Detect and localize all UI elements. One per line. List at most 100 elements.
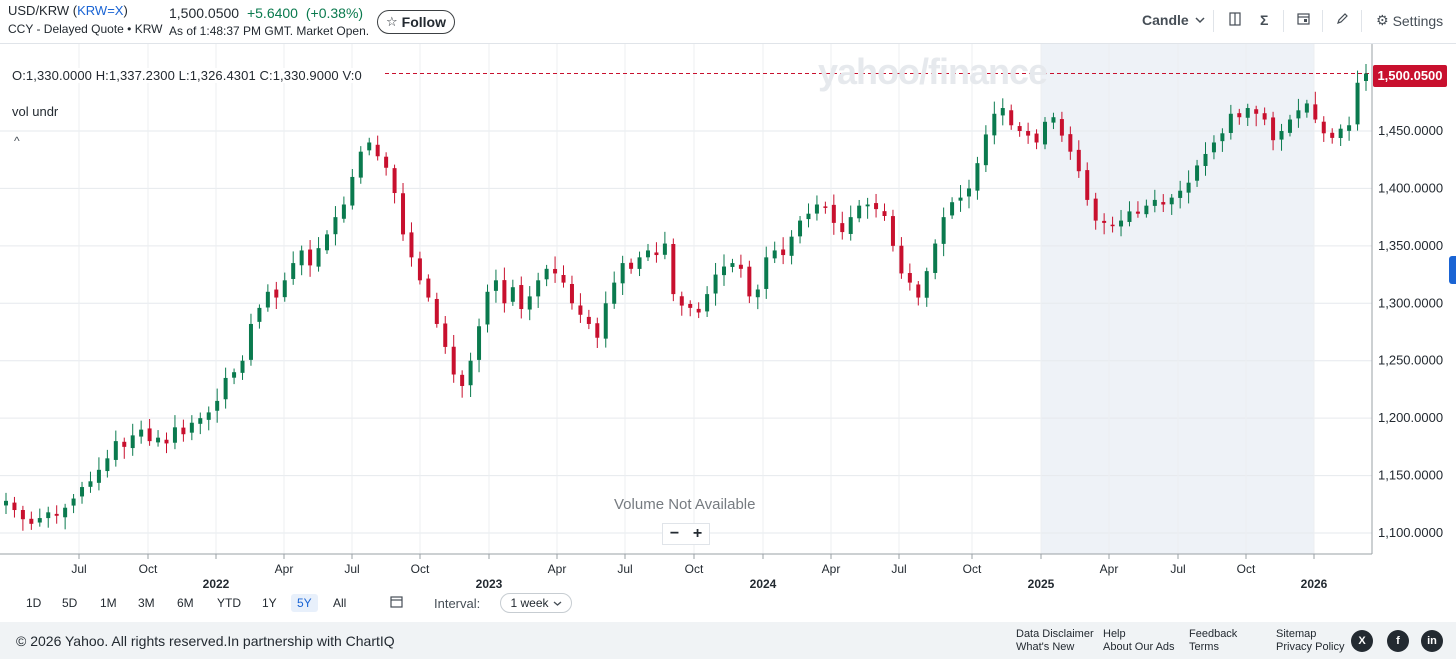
candle-body	[20, 509, 25, 520]
price-chart[interactable]: 1,100.0000 1,150.0000 1,200.0000 1,250.0000…	[0, 44, 1456, 590]
candle-body	[612, 282, 617, 304]
interval-dropdown[interactable]: 1 week	[500, 593, 572, 613]
side-panel-tab[interactable]	[1449, 256, 1456, 284]
events-calendar-icon[interactable]	[1297, 12, 1310, 25]
candle-body	[341, 204, 346, 219]
range-3m[interactable]: 3M	[138, 596, 155, 610]
candle	[502, 267, 507, 313]
chart-type-dropdown[interactable]: Candle	[1142, 12, 1205, 28]
candle-body	[291, 263, 296, 279]
candle	[603, 291, 608, 348]
candle	[553, 256, 558, 283]
y-tick-label: 1,200.0000	[1378, 410, 1443, 425]
facebook-icon[interactable]: f	[1387, 630, 1409, 652]
candle	[282, 272, 287, 302]
candle	[4, 492, 8, 515]
candle-body	[1161, 202, 1166, 205]
indicators-icon[interactable]: Σ	[1260, 12, 1269, 28]
candle	[434, 292, 439, 328]
about-ads-link[interactable]: About Our Ads	[1103, 641, 1175, 653]
candle-body	[806, 213, 811, 220]
range-1d[interactable]: 1D	[26, 596, 42, 610]
candle-body	[232, 372, 237, 378]
candle-body	[164, 439, 169, 444]
sitemap-link[interactable]: Sitemap	[1276, 628, 1317, 640]
candle	[814, 195, 819, 221]
candle-body	[215, 400, 220, 411]
linkedin-icon[interactable]: in	[1421, 630, 1443, 652]
divider	[1283, 10, 1284, 32]
candle-body	[1271, 117, 1276, 141]
candle-body	[1321, 121, 1326, 134]
candle-body	[966, 188, 971, 197]
calendar-icon[interactable]	[390, 595, 403, 608]
candle-body	[595, 323, 600, 338]
ticker-link[interactable]: KRW=X	[77, 3, 124, 18]
candle	[63, 503, 68, 530]
candle	[333, 206, 338, 246]
candle-body	[1110, 224, 1115, 227]
x-social-icon[interactable]: X	[1351, 630, 1373, 652]
candle-body	[122, 441, 127, 447]
candle-body	[1144, 205, 1149, 215]
settings-button[interactable]: ⚙ Settings	[1376, 12, 1443, 29]
candle	[384, 152, 389, 176]
candle	[426, 274, 431, 302]
range-1y[interactable]: 1Y	[262, 596, 277, 610]
candle	[595, 317, 600, 348]
candle	[156, 430, 161, 447]
whats-new-link[interactable]: What's New	[1016, 641, 1075, 653]
candle	[460, 370, 465, 398]
range-all[interactable]: All	[333, 596, 347, 610]
candle-body	[130, 435, 135, 449]
candle	[1043, 117, 1048, 150]
candle	[924, 267, 929, 307]
range-ytd[interactable]: YTD	[217, 596, 241, 610]
volume-study-label[interactable]: vol undr	[12, 104, 59, 119]
draw-pencil-icon[interactable]	[1336, 12, 1349, 25]
candle	[375, 135, 380, 161]
candle	[1262, 107, 1267, 126]
candle	[1211, 135, 1216, 160]
range-5y[interactable]: 5Y	[291, 594, 318, 612]
follow-button[interactable]: ☆ Follow	[377, 10, 455, 34]
last-price: 1,500.0500	[169, 5, 240, 21]
candle	[975, 156, 980, 200]
range-1m[interactable]: 1M	[100, 596, 117, 610]
zoom-in-button[interactable]: +	[692, 525, 703, 542]
candle-body	[172, 427, 177, 443]
zoom-controls: − +	[662, 523, 710, 545]
candle-body	[1186, 182, 1191, 193]
help-link[interactable]: Help	[1103, 628, 1126, 640]
zoom-out-button[interactable]: −	[669, 525, 680, 542]
month-tick-label: Oct	[1237, 562, 1256, 576]
candle-body	[1017, 126, 1022, 131]
feedback-link[interactable]: Feedback	[1189, 628, 1238, 640]
range-5d[interactable]: 5D	[62, 596, 78, 610]
month-tick-label: Jul	[617, 562, 632, 576]
candle-body	[265, 291, 270, 308]
range-6m[interactable]: 6M	[177, 596, 194, 610]
candle	[80, 481, 85, 504]
candle	[1220, 128, 1225, 152]
year-tick-label: 2025	[1028, 577, 1055, 590]
candle-body	[1026, 131, 1031, 136]
month-tick-label: Oct	[411, 562, 430, 576]
candle	[88, 471, 93, 493]
data-disclaimer-link[interactable]: Data Disclaimer	[1016, 628, 1094, 640]
candle-body	[1347, 125, 1352, 131]
month-tick-label: Apr	[822, 562, 841, 576]
compare-icon[interactable]	[1229, 12, 1241, 26]
candle-body	[705, 294, 710, 312]
page-footer: © 2026 Yahoo. All rights reserved.In par…	[0, 622, 1456, 659]
candle-body	[468, 360, 473, 386]
chart-type-label: Candle	[1142, 12, 1189, 28]
candle	[468, 352, 473, 398]
terms-link[interactable]: Terms	[1189, 641, 1219, 653]
chevron-up-icon[interactable]: ^	[14, 134, 20, 148]
interval-value: 1 week	[510, 596, 549, 610]
candle	[341, 196, 346, 223]
candle-body	[1313, 104, 1318, 120]
candle	[629, 258, 634, 274]
privacy-policy-link[interactable]: Privacy Policy	[1276, 641, 1345, 653]
